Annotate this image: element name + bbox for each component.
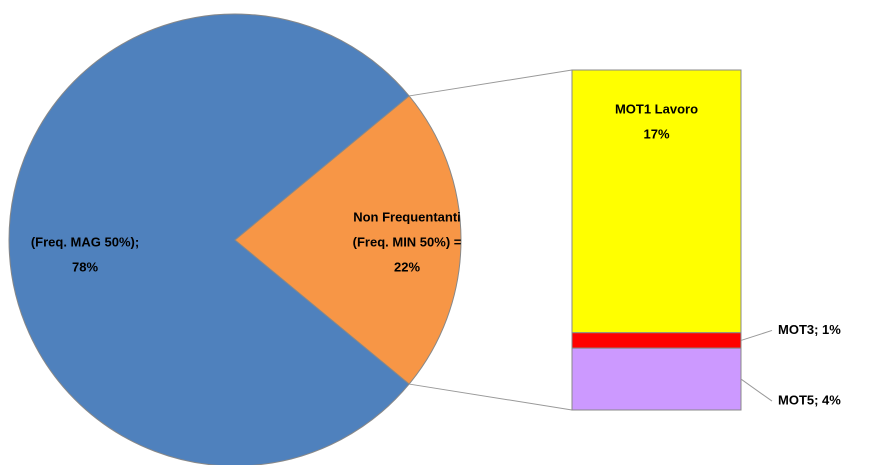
- leader-line: [740, 378, 773, 402]
- slice-label: 22%: [394, 259, 420, 274]
- pie-slice: [8, 13, 410, 465]
- segment-label: 17%: [643, 126, 669, 141]
- connector: [409, 383, 573, 411]
- bar-segment: [571, 69, 742, 334]
- pie-slice: [234, 95, 462, 385]
- segment-label: MOT5; 4%: [778, 393, 841, 408]
- segment-label: MOT1 Lavoro: [615, 101, 698, 116]
- bar-segment: [571, 347, 742, 411]
- slice-label: 78%: [72, 259, 98, 274]
- slice-label: (Freq. MAG 50%);: [31, 234, 139, 249]
- connector: [409, 69, 573, 97]
- segment-label: MOT3; 1%: [778, 322, 841, 337]
- slice-label: Non Frequentanti: [353, 209, 461, 224]
- leader-line: [740, 329, 773, 341]
- slice-label: (Freq. MIN 50%) =: [353, 234, 462, 249]
- bar-segment: [571, 332, 742, 349]
